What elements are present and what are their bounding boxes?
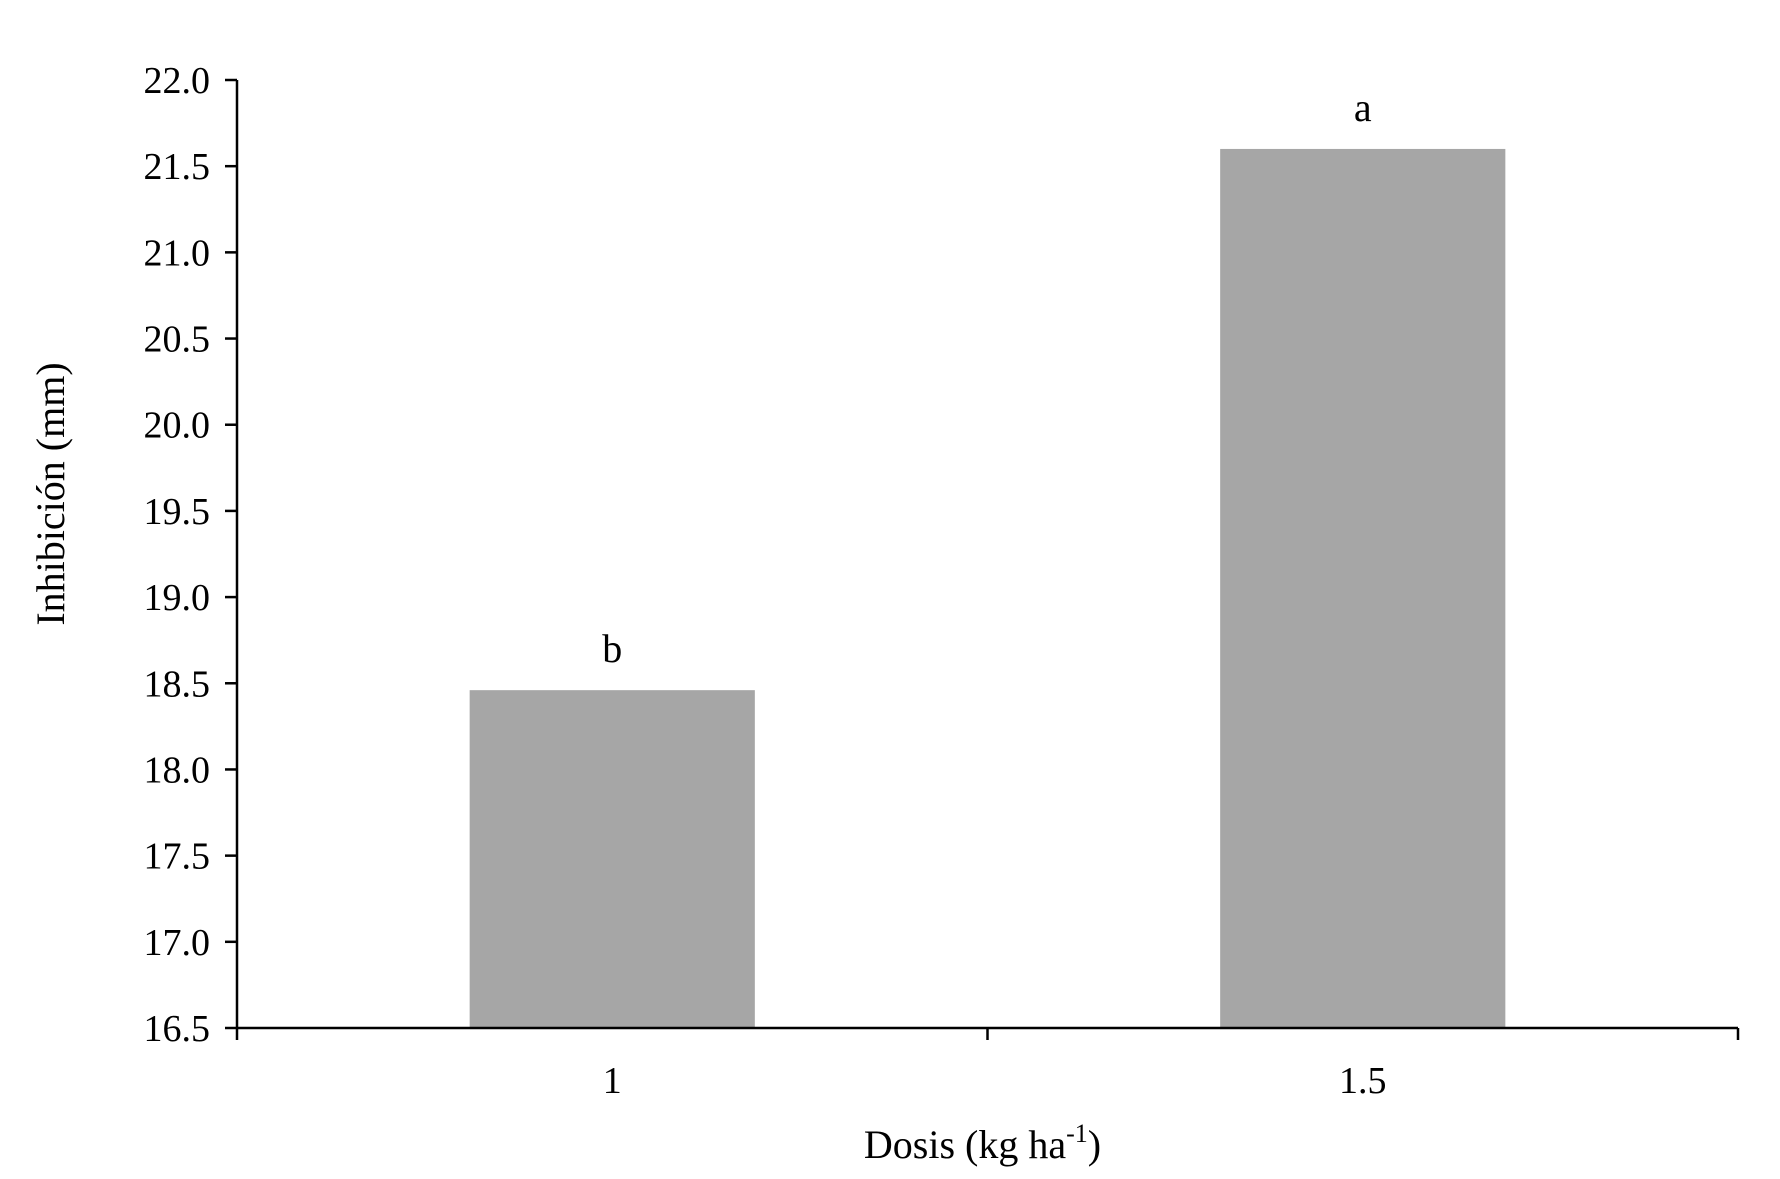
y-tick-label: 19.5 [144, 491, 211, 533]
y-tick-label: 16.5 [144, 1008, 211, 1050]
y-axis-ticks: 16.5 17.0 17.5 18.0 18.5 19.0 19.5 20.0 20.5 21.0… [144, 60, 237, 1050]
y-tick-label: 20.5 [144, 319, 211, 361]
y-tick-label: 21.0 [144, 232, 211, 274]
y-tick-label: 19.0 [144, 577, 211, 619]
y-tick-label: 21.5 [144, 146, 211, 188]
y-tick-label: 18.5 [144, 663, 211, 705]
bar-significance-label: b [602, 626, 622, 671]
y-tick-label: 22.0 [144, 60, 211, 102]
x-axis-title: Dosis (kg ha-1) [864, 1119, 1101, 1167]
y-tick-label: 17.5 [144, 836, 211, 878]
x-axis-ticks [235, 1028, 1740, 1040]
bars: b 1 a 1.5 [469, 85, 1506, 1102]
x-axis-title-main: Dosis (kg ha [864, 1122, 1066, 1167]
bar [1220, 148, 1506, 1029]
x-axis-title-suffix: ) [1088, 1122, 1101, 1167]
x-tick-label: 1 [603, 1060, 622, 1102]
x-tick-label: 1.5 [1339, 1060, 1387, 1102]
bar-significance-label: a [1354, 85, 1372, 130]
y-tick-label: 20.0 [144, 405, 211, 447]
y-tick-label: 17.0 [144, 922, 211, 964]
y-tick-label: 18.0 [144, 749, 211, 791]
y-axis-title: Inhibición (mm) [28, 362, 73, 625]
bar [469, 690, 755, 1028]
x-axis-title-superscript: -1 [1066, 1119, 1088, 1148]
